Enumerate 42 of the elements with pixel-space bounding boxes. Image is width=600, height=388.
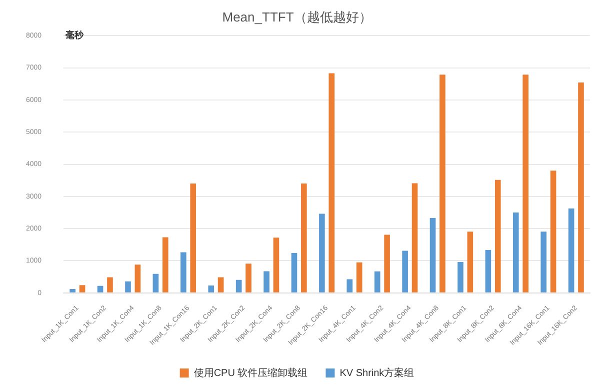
bar — [402, 250, 408, 292]
y-axis-title: 毫秒 — [66, 30, 85, 40]
bar — [246, 264, 252, 292]
bar — [97, 286, 104, 292]
bar — [540, 232, 546, 292]
bar — [264, 271, 270, 292]
bar — [522, 74, 528, 292]
bar — [134, 264, 141, 292]
bar — [384, 234, 390, 292]
bar — [430, 218, 436, 292]
bar — [467, 232, 474, 292]
bar — [273, 238, 280, 292]
bar — [236, 280, 242, 292]
bar — [485, 250, 492, 292]
bar — [440, 74, 446, 292]
bar — [319, 214, 325, 292]
bar — [180, 252, 186, 292]
bar — [79, 285, 86, 292]
bar — [578, 82, 584, 292]
bar — [458, 262, 464, 292]
bar — [218, 277, 224, 292]
bar — [550, 170, 556, 292]
bar — [162, 237, 168, 292]
bar — [494, 180, 501, 292]
bar — [190, 184, 196, 292]
bar — [125, 281, 131, 292]
bar — [208, 286, 214, 292]
bar — [328, 73, 335, 292]
bar — [356, 262, 362, 292]
bar — [70, 289, 76, 292]
legend-label: KV Shrink方案组 — [340, 366, 414, 379]
bar — [512, 212, 519, 292]
legend-label: 使用CPU 软件压缩卸载组 — [194, 366, 308, 379]
bar — [374, 271, 380, 292]
bar — [301, 184, 307, 292]
bar — [568, 208, 574, 292]
bar — [346, 279, 353, 292]
bar — [107, 277, 113, 292]
bar — [412, 183, 418, 292]
chart-title: Mean_TTFT（越低越好） — [222, 9, 372, 24]
bar — [152, 274, 159, 292]
bar — [291, 253, 298, 292]
